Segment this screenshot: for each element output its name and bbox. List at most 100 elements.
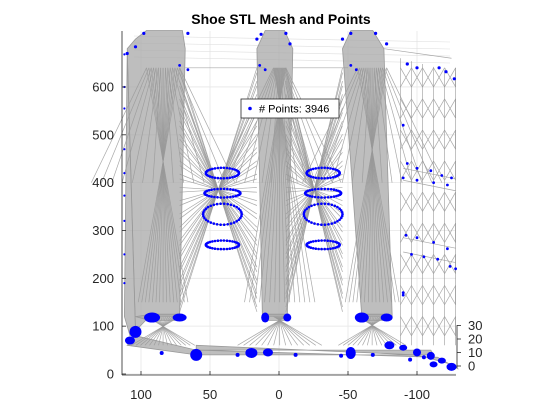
toe-point xyxy=(405,162,409,165)
ring-point xyxy=(317,196,320,199)
ring-point xyxy=(309,240,313,244)
ring-point xyxy=(317,166,320,170)
mesh-edge xyxy=(342,316,385,346)
mesh-edge xyxy=(367,67,381,303)
mesh-edge xyxy=(121,67,154,183)
mesh-edge xyxy=(361,316,397,346)
ring-point xyxy=(204,244,208,247)
mesh-edge xyxy=(364,67,377,303)
ring-point xyxy=(211,247,214,250)
ring-point xyxy=(316,202,320,206)
toe-point xyxy=(401,123,405,127)
ring-point xyxy=(216,176,220,180)
mesh-edge xyxy=(359,67,396,303)
ring-point xyxy=(210,188,213,191)
ring-point xyxy=(332,188,336,191)
ring-point xyxy=(222,187,226,191)
rim-point xyxy=(437,66,441,70)
grid-line-top xyxy=(133,35,451,43)
legend[interactable]: # Points: 3946 xyxy=(240,98,340,119)
sole-point-cluster xyxy=(413,348,421,357)
toe-point xyxy=(415,178,419,182)
mesh-edge xyxy=(403,179,456,192)
mesh-edge xyxy=(152,67,162,183)
rim-point xyxy=(263,68,267,72)
sole-point xyxy=(421,355,426,360)
ring-point xyxy=(337,194,340,197)
ring-point xyxy=(216,166,220,170)
mesh-edge xyxy=(433,254,445,274)
ring-point xyxy=(204,218,208,222)
mesh-edge xyxy=(433,67,445,88)
mesh-edge xyxy=(422,67,434,88)
ring-point xyxy=(216,247,220,251)
ring-point xyxy=(212,203,216,207)
ring-point xyxy=(330,203,334,207)
legend-marker xyxy=(248,106,252,111)
mesh-edge xyxy=(411,192,423,212)
mesh-edge xyxy=(378,67,403,183)
mesh-edge xyxy=(155,67,175,303)
ring-point xyxy=(313,222,316,225)
ring-point xyxy=(213,167,217,170)
z-tick-label: 10 xyxy=(468,345,482,360)
mesh-edge xyxy=(422,98,434,119)
mesh-edge xyxy=(153,316,182,346)
mesh-edge xyxy=(433,223,445,243)
ring-point xyxy=(219,223,222,226)
ring-point xyxy=(235,220,238,223)
ring-point xyxy=(323,239,327,242)
rim-point xyxy=(452,77,456,81)
ring-point xyxy=(317,187,320,191)
ring-point xyxy=(314,167,318,170)
mesh-edge xyxy=(400,129,412,150)
ring-point xyxy=(317,239,320,242)
mesh-edge xyxy=(347,316,383,346)
sole-point xyxy=(235,352,240,357)
mesh-band-left-edge xyxy=(123,53,136,337)
mesh-edge xyxy=(148,67,173,303)
sole-point xyxy=(408,357,413,362)
ring-point xyxy=(206,205,210,209)
ring-point xyxy=(204,172,208,176)
mesh-edge xyxy=(366,316,375,346)
rim-point xyxy=(349,64,353,67)
mesh-edge xyxy=(152,67,171,303)
ring-point xyxy=(326,187,330,191)
sole-point-cluster xyxy=(172,313,187,322)
x-tick-label: 100 xyxy=(130,387,152,402)
ring-point xyxy=(323,196,327,199)
mesh-edge xyxy=(411,285,423,305)
ring-point xyxy=(311,240,315,243)
ring-point xyxy=(229,203,233,207)
mesh-edge xyxy=(433,160,445,181)
ring-point xyxy=(309,168,313,171)
sole-point xyxy=(293,352,298,357)
ring-point xyxy=(331,167,335,171)
ring-point xyxy=(209,221,213,224)
toe-point xyxy=(401,293,405,297)
ring-point xyxy=(336,205,339,209)
mesh-edge xyxy=(375,67,393,183)
ring-point xyxy=(226,187,229,191)
ring-point xyxy=(208,240,212,244)
toe-point xyxy=(432,241,435,244)
toe-point xyxy=(401,291,405,295)
mesh-edge xyxy=(244,67,277,183)
mesh-edge xyxy=(150,67,182,303)
ring-point xyxy=(203,192,207,196)
mesh-edge xyxy=(155,316,177,346)
mesh-edge xyxy=(146,67,189,303)
ring-point xyxy=(231,195,235,198)
ring-point xyxy=(219,177,223,180)
mesh-edge xyxy=(422,285,434,305)
ring-point xyxy=(222,247,226,251)
mesh-edge xyxy=(367,316,383,346)
x-tick-label: 0 xyxy=(275,387,282,402)
mesh-edge xyxy=(135,316,178,346)
ring-point xyxy=(338,218,341,222)
ring-point xyxy=(219,247,223,251)
mesh-edge xyxy=(160,316,168,346)
ring-point xyxy=(320,223,323,226)
ring-point xyxy=(231,167,234,171)
